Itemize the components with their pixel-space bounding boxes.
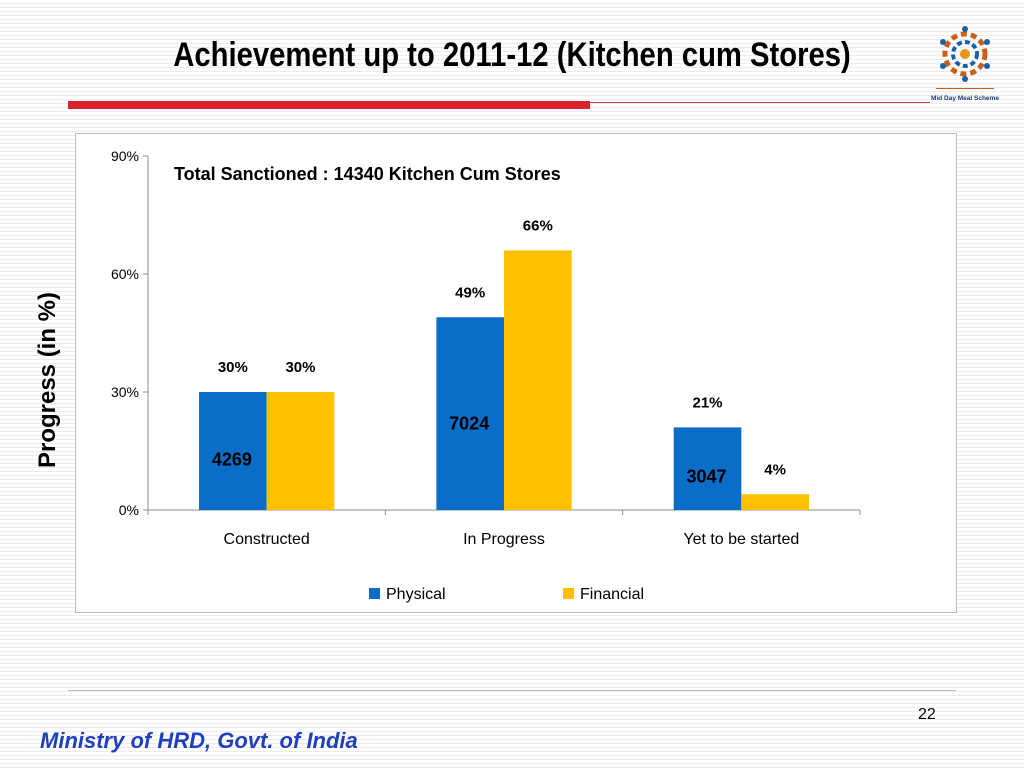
footer-text: Ministry of HRD, Govt. of India: [40, 728, 358, 753]
y-axis-title-text: Progress (in %): [34, 291, 61, 469]
data-label: 4%: [764, 461, 786, 478]
bar-financial: [504, 250, 572, 510]
x-tick-label: Constructed: [224, 531, 310, 548]
data-label: 49%: [455, 284, 485, 301]
count-label: 4269: [212, 449, 252, 469]
page-number: 22: [918, 706, 936, 723]
legend-label: Financial: [580, 586, 644, 603]
bar-financial: [266, 392, 335, 510]
title-underline: [68, 101, 590, 109]
count-label: 3047: [686, 466, 726, 486]
y-tick-label: 90%: [111, 148, 139, 164]
bar-financial: [741, 494, 809, 510]
slide-title: Achievement up to 2011-12 (Kitchen cum S…: [173, 36, 851, 74]
logo-caption: Mid Day Meal Scheme: [931, 95, 999, 102]
chart-annotation: Total Sanctioned : 14340 Kitchen Cum Sto…: [174, 164, 561, 184]
bar-chart: 0% 30% 60% 90% Constructed 30% 30% 4269 In Progr…: [111, 148, 861, 603]
data-label: 21%: [692, 394, 722, 411]
x-tick-label: In Progress: [463, 531, 545, 548]
legend-swatch-physical: [369, 588, 380, 599]
logo-ring-icon: [940, 26, 990, 82]
data-label: 30%: [285, 359, 315, 376]
y-tick-label: 30%: [111, 384, 139, 400]
mid-day-meal-logo: Mid Day Meal Scheme: [931, 26, 999, 102]
y-tick-label: 0%: [119, 502, 139, 518]
chart-area: 0% 30% 60% 90% Constructed 30% 30% 4269 In Progr…: [75, 133, 957, 613]
title-underline-thin: [590, 102, 930, 103]
bar-physical: [199, 392, 267, 510]
bar-physical: [673, 427, 742, 510]
x-tick-label: Yet to be started: [683, 531, 799, 548]
count-label: 7024: [449, 413, 489, 433]
legend-swatch-financial: [563, 588, 574, 599]
legend-label: Physical: [386, 586, 446, 603]
y-tick-label: 60%: [111, 266, 139, 282]
footer-divider: [68, 690, 956, 691]
data-label: 30%: [218, 359, 248, 376]
data-label: 66%: [523, 217, 553, 234]
bar-physical: [436, 317, 504, 510]
